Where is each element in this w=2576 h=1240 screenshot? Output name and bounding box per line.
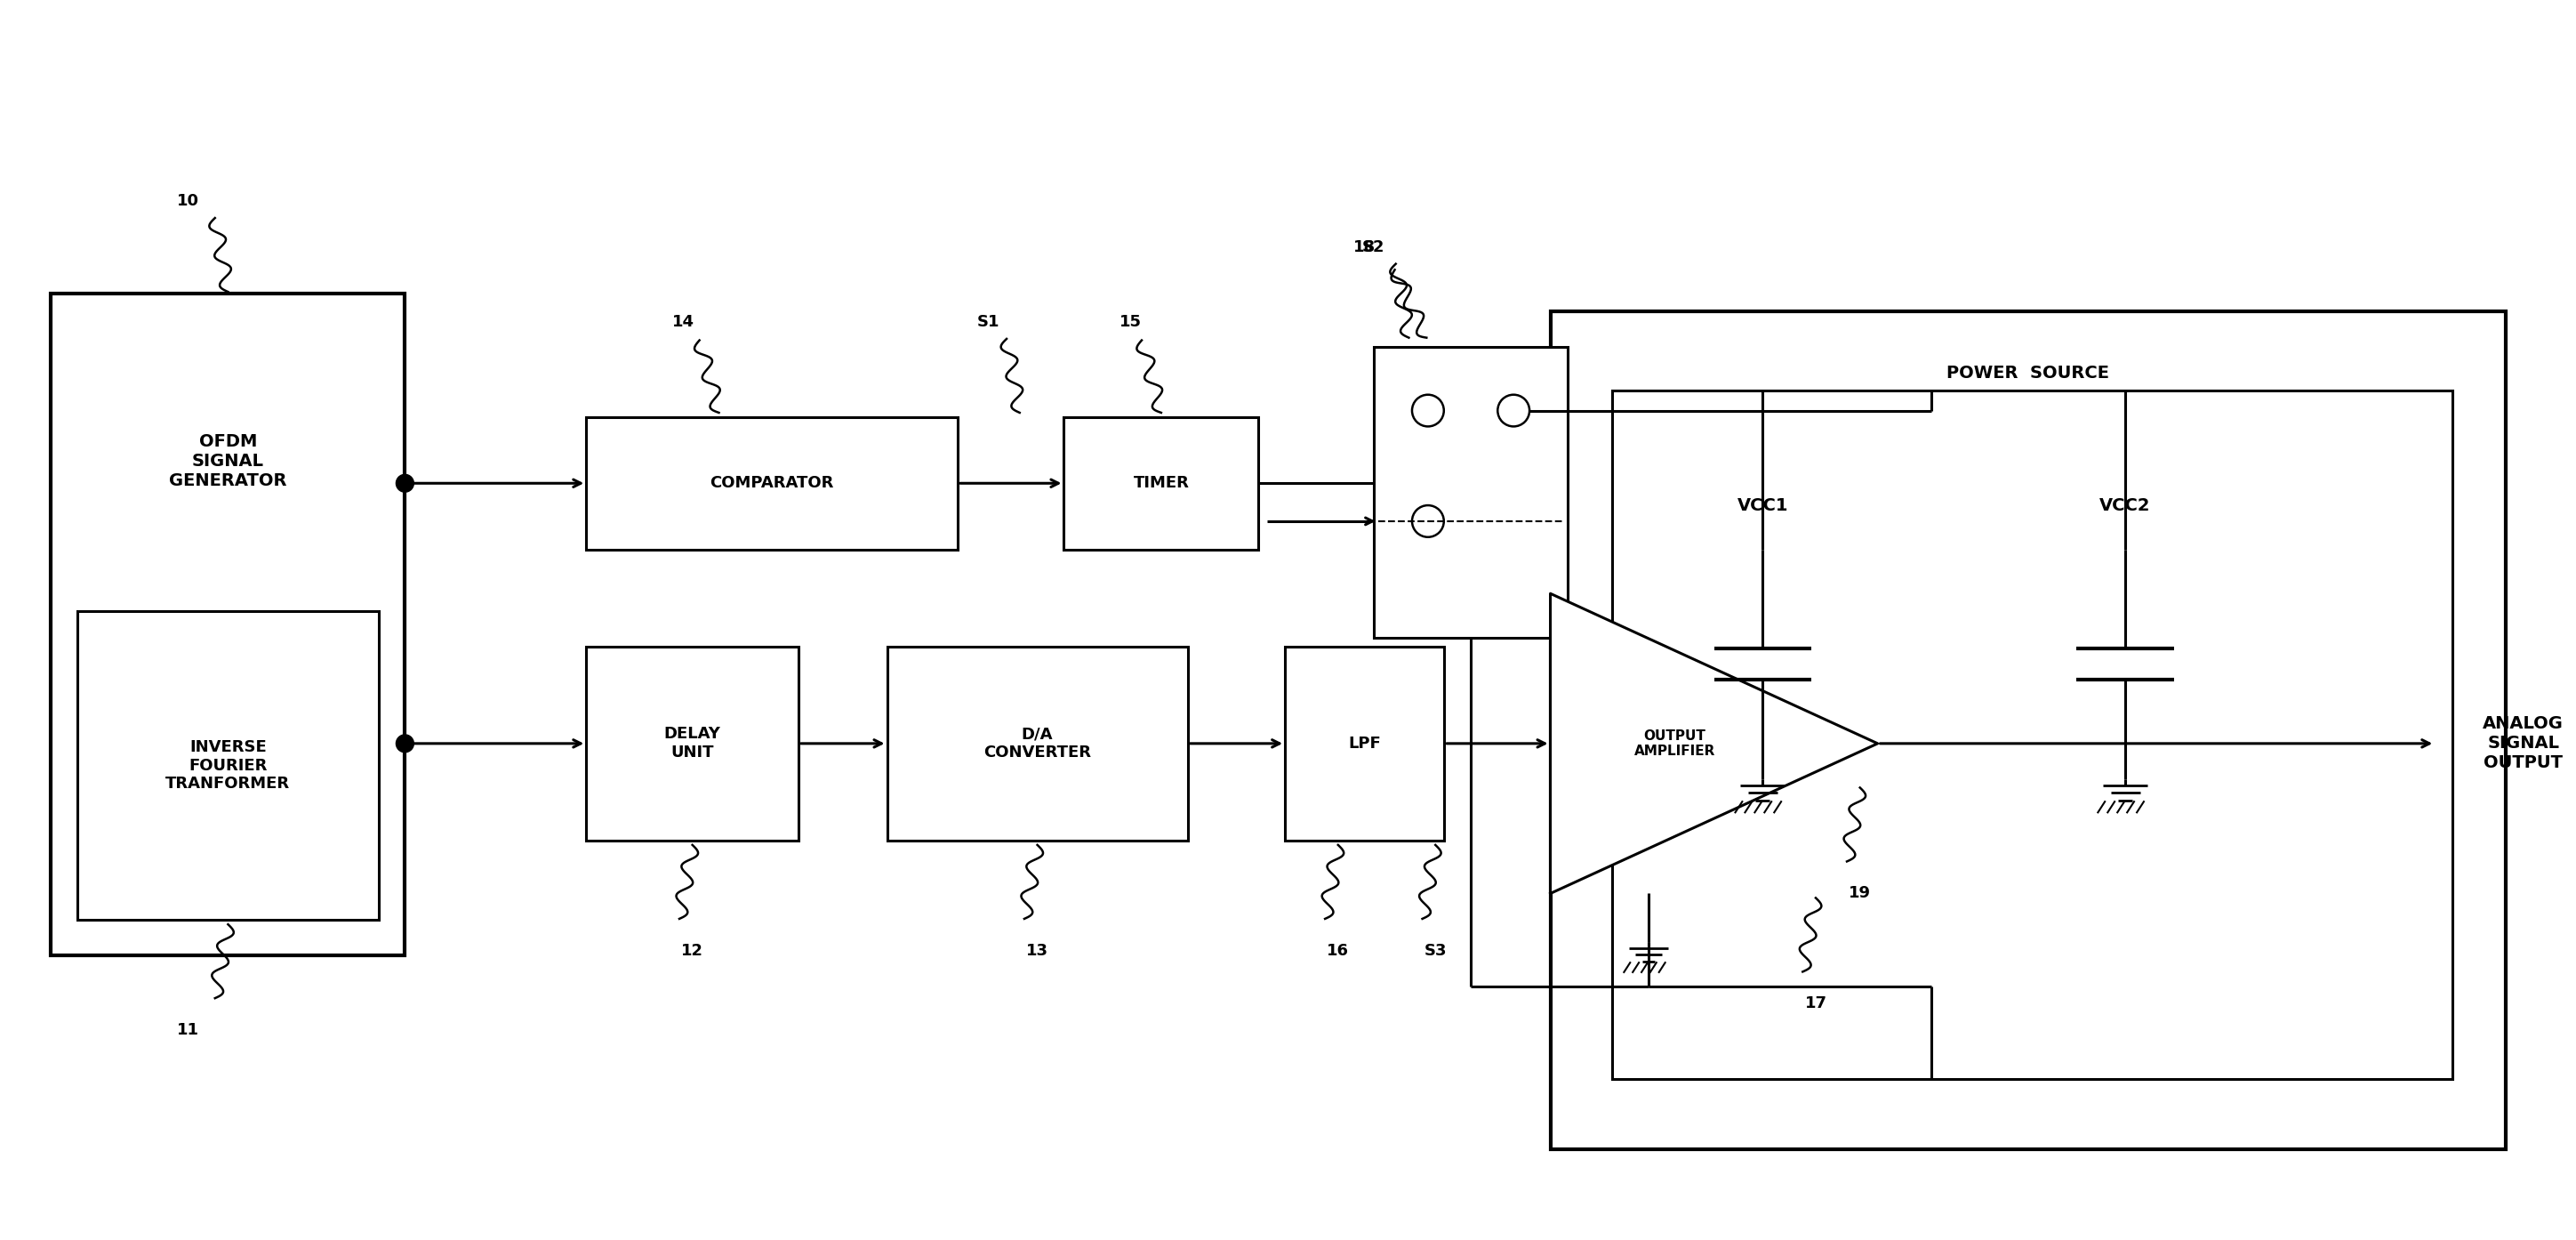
Bar bbox=[886, 646, 1188, 841]
Text: VCC1: VCC1 bbox=[1736, 497, 1788, 513]
Text: POWER  SOURCE: POWER SOURCE bbox=[1947, 365, 2110, 382]
Text: 16: 16 bbox=[1327, 942, 1350, 959]
Text: 19: 19 bbox=[1850, 885, 1870, 901]
Bar bbox=[52, 294, 404, 955]
Text: D/A
CONVERTER: D/A CONVERTER bbox=[984, 727, 1092, 761]
Text: TIMER: TIMER bbox=[1133, 475, 1190, 491]
Bar bbox=[1064, 417, 1260, 549]
Text: INVERSE
FOURIER
TRANFORMER: INVERSE FOURIER TRANFORMER bbox=[165, 739, 291, 792]
Text: VCC2: VCC2 bbox=[2099, 497, 2151, 513]
Text: 13: 13 bbox=[1025, 942, 1048, 959]
Text: S2: S2 bbox=[1363, 239, 1386, 255]
Circle shape bbox=[397, 734, 415, 753]
Bar bbox=[77, 611, 379, 920]
Text: S3: S3 bbox=[1425, 942, 1448, 959]
Bar bbox=[1285, 646, 1445, 841]
Polygon shape bbox=[1551, 594, 1878, 894]
Bar bbox=[1551, 311, 2506, 1149]
Bar bbox=[587, 646, 799, 841]
Bar bbox=[1613, 391, 2452, 1079]
Text: OUTPUT
AMPLIFIER: OUTPUT AMPLIFIER bbox=[1633, 729, 1716, 758]
Text: 12: 12 bbox=[680, 942, 703, 959]
Text: 10: 10 bbox=[178, 193, 198, 210]
Text: DELAY
UNIT: DELAY UNIT bbox=[665, 727, 721, 761]
Text: COMPARATOR: COMPARATOR bbox=[711, 475, 835, 491]
Bar bbox=[1373, 346, 1569, 637]
Text: OFDM
SIGNAL
GENERATOR: OFDM SIGNAL GENERATOR bbox=[170, 433, 286, 490]
Text: LPF: LPF bbox=[1347, 735, 1381, 751]
Text: 11: 11 bbox=[178, 1022, 198, 1038]
Text: ANALOG
SIGNAL
OUTPUT: ANALOG SIGNAL OUTPUT bbox=[2483, 715, 2563, 771]
Text: S1: S1 bbox=[976, 314, 999, 330]
Text: 15: 15 bbox=[1118, 314, 1141, 330]
Text: 18: 18 bbox=[1352, 239, 1376, 255]
Bar bbox=[587, 417, 958, 549]
Text: 17: 17 bbox=[1806, 996, 1826, 1012]
Circle shape bbox=[397, 475, 415, 492]
Text: 14: 14 bbox=[672, 314, 696, 330]
